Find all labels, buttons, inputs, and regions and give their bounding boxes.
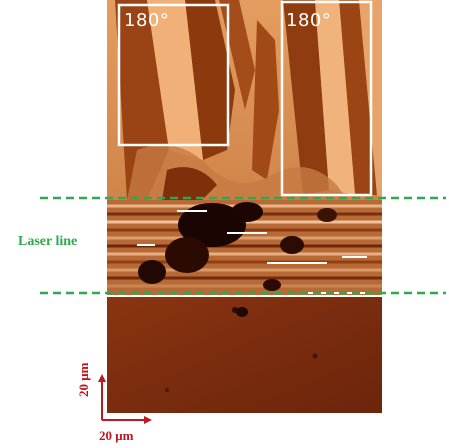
box-label-right: 180° — [286, 10, 332, 31]
scale-bar-horizontal-label: 20 μm — [99, 428, 134, 443]
lower-region — [107, 297, 382, 413]
scale-bar-vertical-label: 20 μm — [76, 362, 91, 397]
domain-box-right — [280, 0, 373, 197]
box-label-left: 180° — [124, 10, 170, 31]
domain-region — [107, 0, 382, 200]
afm-micrograph — [107, 0, 382, 413]
domain-box-left — [117, 3, 230, 147]
laser-line-label: Laser line — [18, 234, 78, 249]
laser-band — [107, 200, 382, 295]
scale-bar — [98, 374, 152, 424]
